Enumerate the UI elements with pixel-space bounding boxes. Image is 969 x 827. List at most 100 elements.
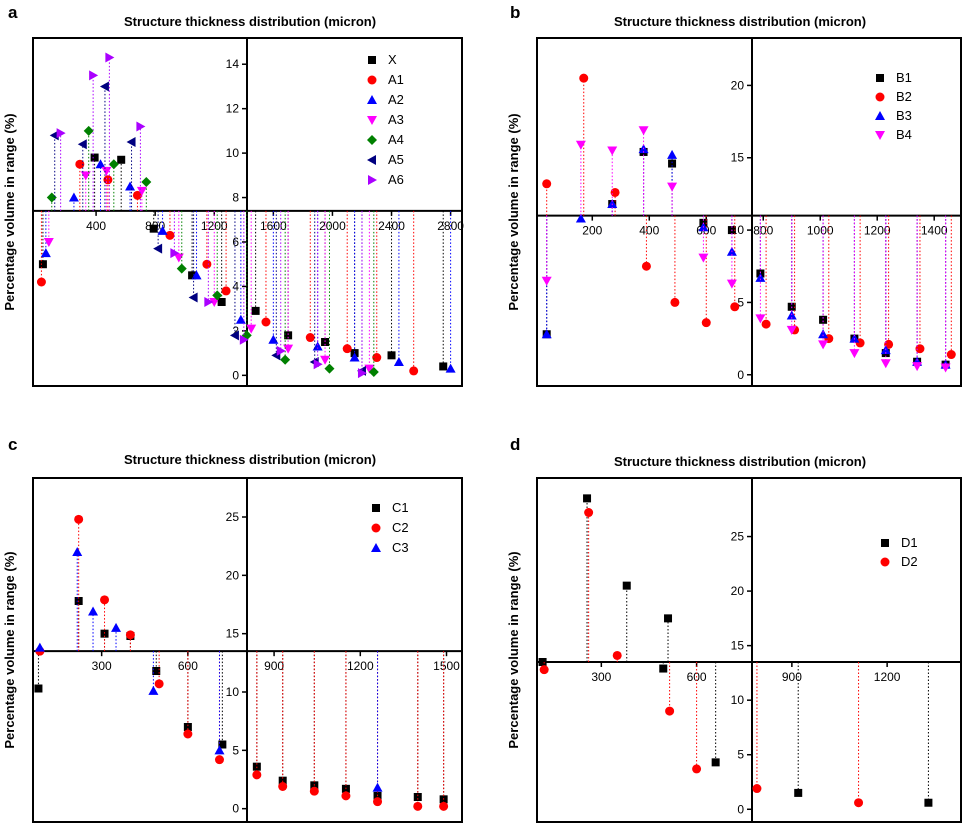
x-tick-label: 1200 [347,659,374,673]
series-B2 [542,73,956,360]
data-point [755,272,766,282]
chart-title: Structure thickness distribution (micron… [124,452,376,467]
y-tick-label: 20 [731,78,745,92]
panel-d: d Structure thickness distribution (micro… [506,435,962,823]
chart-title: Structure thickness distribution (micron… [124,14,376,29]
data-point [246,324,257,334]
data-point [341,791,351,801]
data-point [670,297,680,307]
data-point [148,685,159,695]
data-point [239,334,249,345]
legend-marker [367,155,376,165]
y-tick-label: 10 [731,693,745,707]
data-point [413,793,422,801]
data-point [34,684,43,693]
data-point [38,260,47,269]
data-point [912,362,923,372]
data-point [638,126,649,136]
data-point [667,182,678,192]
y-tick-label: 15 [731,151,745,165]
data-point [641,261,651,271]
x-tick-label: 900 [264,659,284,673]
panel-c: c Structure thickness distribution (micro… [2,435,463,823]
y-tick-label: 14 [226,57,240,71]
data-point [940,363,951,373]
legend-marker [367,116,377,125]
y-tick-label: 6 [232,235,239,249]
legend-marker [371,543,381,552]
legend-marker [880,557,890,567]
data-point [261,317,271,327]
data-point [100,595,110,605]
data-point [95,159,106,169]
panel-b: b Structure thickness distribution (micro… [506,3,962,387]
data-point [43,238,54,247]
y-tick-label: 5 [737,748,744,762]
data-point [854,798,864,808]
data-point [105,52,115,63]
data-point [538,658,547,666]
x-tick-label: 900 [782,670,802,684]
data-point [664,614,673,623]
data-point [575,140,586,150]
legend: C1 C2 C3 [371,500,409,555]
data-point [575,213,586,223]
data-point [235,314,246,324]
y-tick-label: 0 [232,802,239,816]
data-point [730,302,740,312]
data-point [794,788,803,797]
legend-marker [881,539,889,547]
y-axis-label: Percentage volume in range (%) [2,113,17,310]
legend-marker [371,523,381,533]
data-point [209,298,220,307]
x-tick-label: 400 [86,219,106,233]
data-point [36,277,46,287]
data-point [368,367,379,377]
data-point [665,706,675,716]
data-point [439,362,448,371]
data-point [268,334,279,344]
data-point [387,351,396,360]
series-B4 [541,126,951,373]
legend-label: A2 [388,92,404,107]
data-point [607,146,618,156]
data-point [56,128,66,139]
legend-label: B4 [896,127,912,142]
legend-marker [367,135,377,145]
data-point [217,298,226,306]
data-point [74,514,84,524]
data-point [108,159,119,170]
y-tick-label: 10 [226,146,240,160]
data-point [726,279,737,289]
data-point [103,175,113,185]
legend-marker [368,56,376,64]
data-point [176,263,187,274]
data-point [111,622,122,632]
data-point [541,329,552,339]
data-point [541,276,552,286]
data-point [83,125,94,136]
x-tick-label: 1500 [433,659,460,673]
data-point [218,740,227,749]
plot-frame [536,477,962,823]
panel-letter: c [8,435,17,454]
data-point [46,192,57,203]
series-C3 [34,547,383,792]
y-axis-label: Percentage volume in range (%) [2,551,17,748]
y-tick-label: 2 [232,324,239,338]
data-point [364,364,375,374]
data-point [204,297,214,307]
legend-marker [367,95,377,104]
data-point [584,508,594,518]
data-point [342,344,352,354]
data-point [915,344,925,354]
data-point [136,186,147,196]
data-point [183,729,193,739]
y-tick-label: 0 [737,368,744,382]
legend-marker [876,74,884,82]
data-point [445,363,456,373]
y-tick-label: 12 [226,102,240,116]
data-point [542,179,552,189]
x-tick-label: 2000 [319,219,346,233]
data-point [136,121,146,132]
